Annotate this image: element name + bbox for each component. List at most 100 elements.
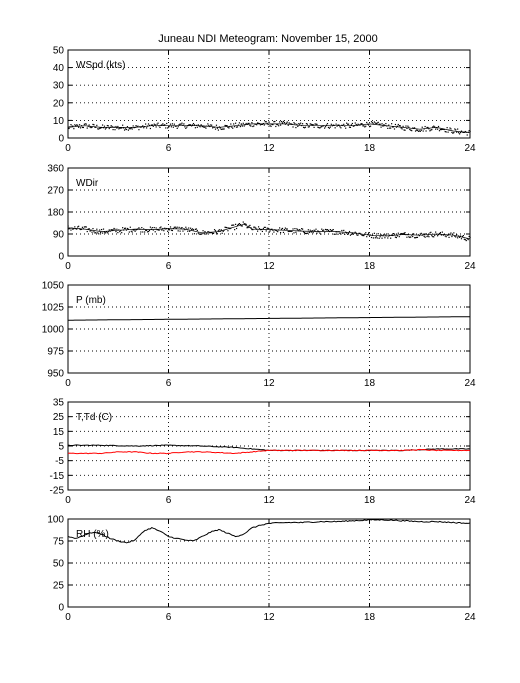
data-point <box>153 226 155 229</box>
data-point <box>391 234 393 236</box>
x-tick-label: 24 <box>464 495 476 506</box>
data-point <box>375 236 377 238</box>
data-point <box>120 229 122 232</box>
data-point <box>279 231 282 234</box>
data-point <box>375 122 377 125</box>
data-point <box>302 123 304 125</box>
data-point <box>141 227 143 229</box>
data-point <box>233 123 235 125</box>
y-tick-label: 1050 <box>42 281 65 292</box>
data-point <box>366 236 368 238</box>
data-point <box>284 227 286 229</box>
data-point <box>354 122 356 124</box>
data-point <box>321 125 323 128</box>
panel-5: 0 6 12 18 24 0 25 50 75 100 RH (%) <box>47 515 476 624</box>
y-tick-label: 0 <box>58 603 64 614</box>
data-point <box>263 124 265 126</box>
data-point <box>153 123 155 125</box>
series-points <box>67 120 471 136</box>
data-point <box>157 229 159 231</box>
data-point <box>97 128 99 130</box>
data-point <box>98 128 100 130</box>
data-point <box>338 124 340 126</box>
data-point <box>167 230 169 232</box>
data-point <box>208 124 210 127</box>
data-point <box>381 123 383 125</box>
data-point <box>260 123 263 125</box>
data-point <box>299 229 301 231</box>
data-point <box>264 121 266 123</box>
data-point <box>389 127 391 129</box>
data-point <box>137 125 139 127</box>
data-point <box>444 130 446 133</box>
data-point <box>451 131 453 133</box>
data-point <box>370 236 373 239</box>
data-point <box>241 225 243 227</box>
data-point <box>155 126 157 128</box>
data-point <box>292 228 294 230</box>
data-point <box>215 232 218 234</box>
data-point <box>368 124 370 126</box>
x-tick-label: 6 <box>166 378 172 389</box>
data-point <box>283 121 286 124</box>
data-point <box>380 126 382 128</box>
data-point <box>365 232 367 234</box>
x-tick-label: 6 <box>166 495 172 506</box>
data-point <box>297 229 299 231</box>
y-tick-label: -5 <box>55 456 64 467</box>
data-point <box>158 229 160 231</box>
data-point <box>91 126 93 128</box>
data-point <box>288 230 290 233</box>
data-point <box>106 124 108 127</box>
y-tick-label: 50 <box>53 559 65 570</box>
data-point <box>250 125 252 127</box>
data-point <box>210 124 212 126</box>
data-point <box>368 232 370 234</box>
data-point <box>81 126 84 129</box>
data-point <box>374 122 376 124</box>
data-point <box>212 232 215 234</box>
data-point <box>257 230 259 232</box>
data-point <box>123 127 125 129</box>
data-point <box>382 234 384 237</box>
data-point <box>419 233 421 235</box>
data-point <box>294 123 296 125</box>
panel-1: 0 6 12 18 24 0 10 20 30 40 50 WSpd (kts) <box>53 46 476 155</box>
data-point <box>189 230 191 232</box>
data-point <box>196 229 198 232</box>
data-point <box>214 230 217 232</box>
data-point <box>337 233 339 235</box>
data-point <box>377 121 379 123</box>
data-point <box>295 126 297 129</box>
data-point <box>123 129 126 131</box>
y-tick-label: 0 <box>58 134 64 145</box>
data-point <box>242 122 244 124</box>
data-point <box>398 236 400 238</box>
data-point <box>95 232 97 234</box>
data-point <box>232 224 234 226</box>
data-point <box>108 229 110 231</box>
data-point <box>308 126 310 128</box>
data-point <box>125 229 128 231</box>
data-point <box>433 125 435 127</box>
data-point <box>447 131 449 133</box>
data-point <box>225 125 227 127</box>
data-point <box>155 227 157 229</box>
y-tick-label: 90 <box>53 230 65 241</box>
data-point <box>369 126 371 128</box>
series-line-2 <box>67 448 471 455</box>
data-point <box>415 236 418 239</box>
data-point <box>181 122 183 124</box>
data-point <box>432 126 434 128</box>
data-point <box>192 229 195 231</box>
data-point <box>393 233 396 235</box>
data-point <box>78 124 81 126</box>
data-point <box>364 233 366 235</box>
data-point <box>279 124 282 126</box>
data-point <box>115 230 117 233</box>
data-point <box>378 123 380 125</box>
data-point <box>406 236 408 238</box>
data-point <box>289 123 291 125</box>
data-point <box>437 125 440 128</box>
data-point <box>99 229 101 231</box>
